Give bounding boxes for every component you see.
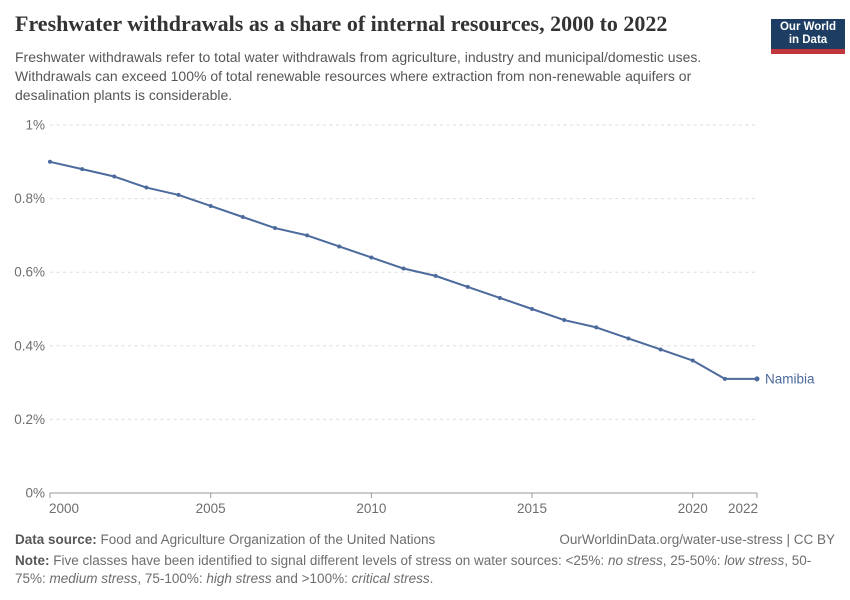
data-point[interactable] <box>658 347 663 352</box>
x-axis-tick-label: 2020 <box>678 501 708 516</box>
data-source-text: Food and Agriculture Organization of the… <box>100 532 436 547</box>
x-axis-tick-label: 2022 <box>728 501 758 516</box>
data-point[interactable] <box>465 284 470 289</box>
data-point[interactable] <box>690 358 695 363</box>
page-title: Freshwater withdrawals as a share of int… <box>15 11 668 36</box>
data-point[interactable] <box>176 192 181 197</box>
data-point[interactable] <box>48 159 52 164</box>
chart-footer: Data source: Food and Agriculture Organi… <box>15 531 835 588</box>
footnote: Note: Five classes have been identified … <box>15 552 837 588</box>
footnote-segment: , 25-50%: <box>662 553 725 568</box>
data-point[interactable] <box>530 307 535 311</box>
data-point[interactable] <box>626 336 631 341</box>
data-point[interactable] <box>433 273 438 278</box>
data-point[interactable] <box>240 215 245 219</box>
series-label[interactable]: Namibia <box>765 371 815 386</box>
owid-logo-line1: Our World <box>779 21 836 33</box>
data-point[interactable] <box>401 266 406 271</box>
data-point[interactable] <box>562 318 567 323</box>
data-point[interactable] <box>497 295 502 300</box>
y-axis-tick-label: 0% <box>25 486 45 501</box>
footnote-segment: , 50-75%: <box>15 553 812 586</box>
footnote-segment: Five classes have been identified to sig… <box>49 553 608 568</box>
data-point[interactable] <box>722 376 727 381</box>
data-point[interactable] <box>754 376 760 382</box>
data-point[interactable] <box>369 255 374 260</box>
footnote-segment: and >100%: <box>271 571 352 586</box>
x-axis-tick-label: 2010 <box>356 501 386 516</box>
y-axis-tick-label: 0.8% <box>14 191 45 206</box>
data-point[interactable] <box>208 203 213 208</box>
footnote-segment: low stress <box>724 553 785 568</box>
footnote-segment: no stress <box>607 553 663 568</box>
data-point[interactable] <box>337 244 342 249</box>
footnote-segment: high stress <box>206 571 272 586</box>
data-point[interactable] <box>305 233 310 238</box>
y-axis-tick-label: 1% <box>25 118 45 133</box>
y-axis-tick-label: 0.4% <box>14 338 45 353</box>
y-axis-tick-label: 0.2% <box>14 412 45 427</box>
x-axis-tick-label: 2005 <box>196 501 226 516</box>
data-point[interactable] <box>272 226 277 231</box>
data-point[interactable] <box>112 174 117 179</box>
footnote-segment: . <box>429 571 434 586</box>
footnote-segment: medium stress <box>49 571 138 586</box>
owid-logo-line2: in Data <box>788 34 828 46</box>
footnote-segment: critical stress <box>351 571 430 586</box>
chart-subtitle: Freshwater withdrawals refer to total wa… <box>15 49 702 103</box>
data-point[interactable] <box>594 325 599 330</box>
data-point[interactable] <box>144 185 149 190</box>
data-point[interactable] <box>80 167 85 172</box>
attribution-link[interactable]: OurWorldinData.org/water-use-stress | CC… <box>559 532 835 547</box>
line-chart-plot-area[interactable]: 0% 0.2% 0.4% 0.6% 0.8% 1% 2000 2005 2010 2015 2020… <box>0 110 850 520</box>
data-source-label: Data source: <box>15 532 97 547</box>
y-axis-tick-label: 0.6% <box>14 265 45 280</box>
footnote-segment: , 75-100%: <box>137 571 207 586</box>
owid-logo[interactable]: Our World in Data <box>771 19 845 54</box>
data-source: Data source: Food and Agriculture Organi… <box>15 531 435 549</box>
footnote-segment: Note: <box>15 553 50 568</box>
x-axis-tick-label: 2000 <box>49 501 79 516</box>
x-axis-tick-label: 2015 <box>517 501 547 516</box>
